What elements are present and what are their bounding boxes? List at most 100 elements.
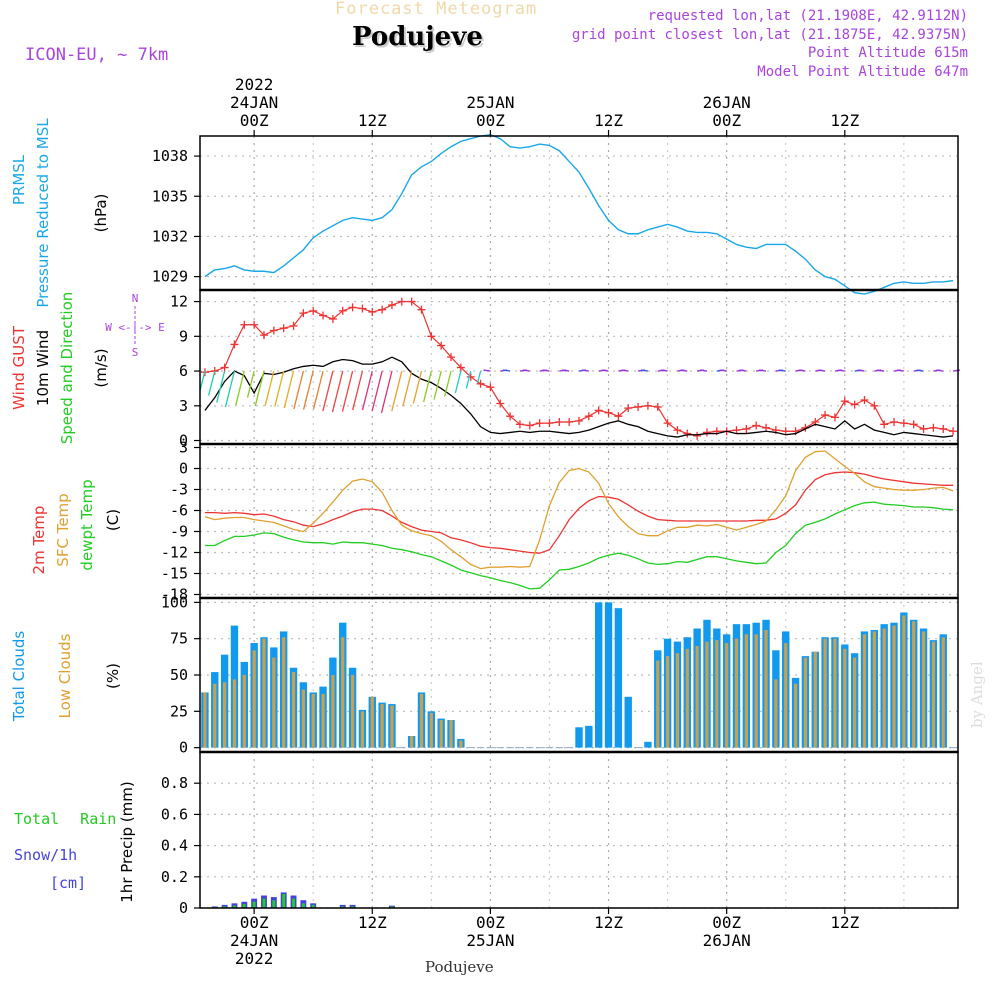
time-label-bottom: 12Z bbox=[358, 913, 387, 932]
wind-direction-arrow bbox=[896, 369, 904, 372]
wind-direction-arrow bbox=[322, 370, 334, 412]
low-cloud-bar bbox=[656, 660, 660, 748]
ylabel-precip: 1hr Precip (mm) bbox=[118, 781, 136, 902]
legend-snow: Snow/1h bbox=[14, 846, 77, 864]
series-2m-temp-line bbox=[204, 471, 954, 554]
wind-direction-arrow bbox=[798, 369, 806, 372]
low-cloud-bar bbox=[744, 634, 748, 748]
gust-point bbox=[496, 399, 505, 408]
time-label-bottom: 2022 bbox=[235, 949, 274, 968]
gust-point bbox=[860, 396, 869, 404]
model-altitude: Model Point Altitude 647m bbox=[757, 64, 968, 80]
gust-point bbox=[486, 383, 495, 392]
low-cloud-bar bbox=[912, 621, 916, 748]
gust-point bbox=[909, 420, 918, 429]
gust-point bbox=[702, 428, 711, 437]
low-cloud-bar bbox=[931, 641, 936, 748]
rain-bar bbox=[252, 901, 256, 908]
series-pressure-line bbox=[204, 133, 954, 295]
gust-point bbox=[466, 372, 475, 381]
low-cloud-bar bbox=[843, 648, 847, 748]
time-label-bottom: 12Z bbox=[594, 913, 623, 932]
low-cloud-bar bbox=[892, 625, 896, 748]
wind-direction-arrow bbox=[758, 369, 767, 372]
gust-point bbox=[899, 419, 908, 428]
wind-direction-arrow bbox=[621, 369, 629, 372]
low-cloud-bar bbox=[350, 675, 355, 748]
rain-bar bbox=[311, 904, 315, 908]
gust-point bbox=[919, 424, 928, 433]
time-label-top: 2022 bbox=[235, 75, 274, 94]
low-cloud-bar bbox=[833, 638, 837, 748]
time-label-top: 25JAN bbox=[466, 93, 514, 112]
point-altitude: Point Altitude 615m bbox=[807, 45, 968, 61]
gust-point bbox=[850, 400, 859, 409]
y-tick-label: 0.6 bbox=[161, 805, 188, 823]
model-name: ICON-EU, ~ 7km bbox=[25, 45, 169, 65]
wind-direction-arrow bbox=[433, 370, 442, 400]
rain-bar bbox=[272, 900, 276, 908]
low-cloud-bar bbox=[764, 629, 768, 748]
low-cloud-bar bbox=[685, 648, 689, 748]
y-tick-label: 0 bbox=[179, 432, 188, 450]
y-tick-label: 0 bbox=[179, 899, 188, 917]
gust-point bbox=[890, 418, 899, 426]
y-tick-label: 3 bbox=[179, 439, 188, 457]
rain-bar bbox=[232, 905, 236, 908]
low-cloud-bar bbox=[921, 631, 926, 748]
time-label-top: 12Z bbox=[594, 111, 623, 130]
ylabel-ms: (m/s) bbox=[92, 348, 110, 387]
gust-point bbox=[515, 420, 524, 429]
gust-point bbox=[328, 314, 337, 323]
wind-direction-arrow bbox=[444, 370, 452, 397]
low-cloud-bar bbox=[242, 675, 246, 748]
wind-direction-arrow bbox=[199, 370, 206, 391]
y-tick-label: -9 bbox=[170, 523, 188, 541]
gust-point bbox=[525, 421, 534, 430]
gust-point bbox=[781, 427, 790, 436]
wind-direction-arrow bbox=[562, 369, 570, 372]
y-tick-label: -18 bbox=[161, 586, 188, 604]
gridpoint-coords: grid point closest lon,lat (21.1875E, 42… bbox=[571, 27, 968, 43]
time-label-top: 12Z bbox=[830, 111, 859, 130]
series-wind-line bbox=[204, 356, 954, 438]
low-cloud-bar bbox=[872, 631, 876, 748]
low-cloud-bar bbox=[301, 689, 305, 748]
gust-point bbox=[407, 297, 416, 306]
y-tick-label: 0.2 bbox=[161, 868, 188, 886]
time-label-bottom: 00Z bbox=[712, 913, 741, 932]
wind-direction-arrow bbox=[402, 370, 413, 407]
rain-bar bbox=[390, 906, 394, 908]
wind-direction-arrow bbox=[522, 369, 530, 372]
low-cloud-bar bbox=[675, 653, 680, 748]
low-cloud-bar bbox=[725, 643, 729, 748]
wind-direction-arrow bbox=[778, 369, 786, 372]
wind-direction-arrow bbox=[208, 370, 216, 396]
low-cloud-bar bbox=[429, 712, 433, 748]
gust-point bbox=[348, 303, 357, 312]
gust-point bbox=[368, 308, 377, 316]
y-tick-label: 0 bbox=[179, 739, 188, 757]
low-cloud-bar bbox=[774, 679, 778, 748]
gust-point bbox=[949, 427, 958, 436]
rain-bar bbox=[262, 898, 266, 908]
wind-direction-arrow bbox=[264, 370, 275, 406]
ylabel-prmsl: PRMSL bbox=[10, 154, 28, 205]
compass-north: N bbox=[132, 292, 139, 305]
low-cloud-bar bbox=[853, 657, 857, 748]
time-label-bottom: 24JAN bbox=[230, 931, 278, 950]
compass-south: S bbox=[132, 346, 139, 359]
gust-point bbox=[535, 419, 544, 428]
low-cloud-bar bbox=[823, 638, 827, 748]
y-tick-label: 1035 bbox=[152, 187, 188, 205]
wind-direction-arrow bbox=[660, 369, 668, 372]
gust-point bbox=[447, 353, 456, 362]
time-label-top: 26JAN bbox=[703, 93, 751, 112]
gust-point bbox=[437, 341, 446, 350]
wind-direction-arrow bbox=[857, 369, 865, 372]
wind-direction-arrow bbox=[380, 370, 393, 414]
gust-point bbox=[653, 402, 662, 411]
total-cloud-bar bbox=[624, 696, 632, 748]
y-tick-label: 100 bbox=[161, 593, 188, 611]
